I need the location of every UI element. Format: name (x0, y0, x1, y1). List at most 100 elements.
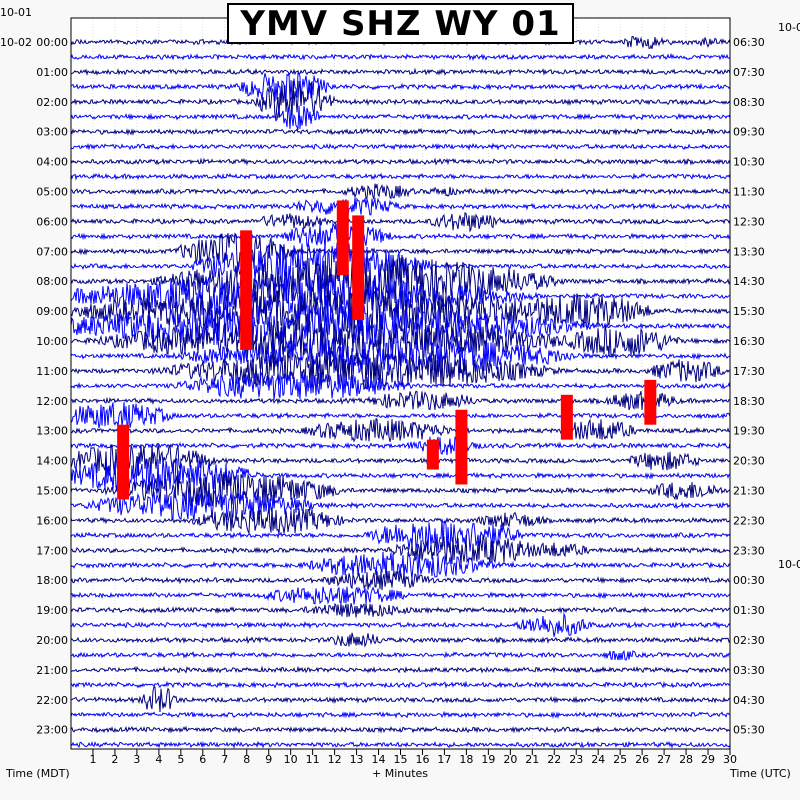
left-time-label: 11:00 (36, 365, 68, 378)
x-tick-label: 26 (635, 753, 649, 766)
right-time-label: 17:30 (733, 365, 765, 378)
right-time-label: 11:30 (733, 186, 765, 199)
x-tick-label: 19 (481, 753, 495, 766)
right-time-label: 19:30 (733, 425, 765, 438)
x-tick-label: 29 (701, 753, 715, 766)
seismic-trace (70, 602, 731, 618)
x-tick-label: 16 (415, 753, 429, 766)
seismic-trace (70, 402, 731, 429)
seismic-trace (70, 680, 731, 689)
left-time-label: 21:00 (36, 664, 68, 677)
left-time-label: 12:00 (36, 395, 68, 408)
right-time-label: 04:30 (733, 694, 765, 707)
right-time-label: 01:30 (733, 604, 765, 617)
seismic-trace (70, 257, 731, 306)
left-time-label: 23:00 (36, 724, 68, 737)
seismic-trace (70, 650, 731, 661)
left-time-label: 08:00 (36, 275, 68, 288)
left-time-label: 13:00 (36, 425, 68, 438)
clip-mark (560, 394, 573, 440)
seismic-trace (70, 274, 730, 318)
left-time-label: 15:00 (36, 485, 68, 498)
x-tick-label: 22 (547, 753, 561, 766)
seismic-trace (70, 551, 731, 579)
seismic-trace (70, 289, 731, 334)
right-time-label: 20:30 (733, 455, 765, 468)
seismic-trace (70, 105, 731, 130)
left-axis-label: Time (MDT) (5, 767, 70, 780)
seismic-trace (70, 535, 731, 565)
left-time-label: 00:00 (36, 36, 68, 49)
clip-mark (336, 200, 349, 276)
seismic-trace (70, 304, 731, 349)
x-axis-ticks: 1 2 3 4 5 6 7 8 9 10 11 12 13 14 15 16 17 18 19 20 21 22 23 24 2… (89, 749, 737, 766)
x-tick-label: 2 (111, 753, 118, 766)
seismic-trace (70, 710, 731, 719)
right-time-label: 13:30 (733, 245, 765, 258)
x-tick-label: 10 (284, 753, 298, 766)
left-time-label: 05:00 (36, 186, 68, 199)
clip-mark (240, 230, 253, 350)
seismic-trace (70, 740, 731, 749)
seismic-trace (70, 172, 731, 181)
seismic-trace (70, 318, 731, 363)
left-time-label: 16:00 (36, 514, 68, 527)
seismic-trace (70, 418, 731, 443)
seismic-trace (70, 725, 731, 734)
seismic-trace (70, 197, 731, 217)
right-time-labels: 06:30 07:30 08:30 09:30 10:30 11:30 12:30 13:30… (733, 36, 765, 737)
x-tick-label: 18 (459, 753, 473, 766)
left-time-label: 07:00 (36, 245, 68, 258)
x-tick-label: 13 (350, 753, 364, 766)
x-tick-label: 7 (221, 753, 228, 766)
left-time-label: 01:00 (36, 66, 68, 79)
right-time-label: 22:30 (733, 514, 765, 527)
x-tick-label: 21 (525, 753, 539, 766)
seismic-trace (70, 632, 731, 648)
date-labels: 10-01 10-02 10-0 10-0 (0, 6, 800, 571)
x-tick-label: 12 (328, 753, 342, 766)
seismic-trace (70, 686, 731, 713)
date-label: 10-02 (0, 36, 32, 49)
right-time-label: 05:30 (733, 724, 765, 737)
right-time-label: 06:30 (733, 36, 765, 49)
x-tick-label: 30 (723, 753, 737, 766)
left-time-label: 10:00 (36, 335, 68, 348)
right-time-label: 12:30 (733, 215, 765, 228)
x-tick-label: 3 (133, 753, 140, 766)
x-tick-label: 4 (155, 753, 162, 766)
clip-mark (352, 215, 365, 321)
right-time-label: 23:30 (733, 544, 765, 557)
right-time-label: 18:30 (733, 395, 765, 408)
seismic-trace (70, 222, 731, 250)
x-tick-label: 8 (243, 753, 250, 766)
date-label: 10-0 (778, 21, 800, 34)
clip-mark (644, 379, 657, 425)
left-time-label: 02:00 (36, 96, 68, 109)
x-tick-label: 23 (569, 753, 583, 766)
left-time-label: 04:00 (36, 156, 68, 169)
right-axis-label: Time (UTC) (729, 767, 791, 780)
grid (92, 18, 709, 749)
x-tick-label: 25 (613, 753, 627, 766)
seismic-trace (70, 232, 731, 270)
left-time-labels: 00:00 01:00 02:00 03:00 04:00 05:00 06:00 07:00… (36, 36, 68, 737)
seismic-trace (70, 127, 731, 136)
seismic-trace (70, 612, 731, 637)
seismic-trace (70, 665, 731, 674)
seismic-trace (70, 472, 731, 508)
x-tick-label: 5 (177, 753, 184, 766)
date-label: 10-01 (0, 6, 32, 19)
right-time-label: 03:30 (733, 664, 765, 677)
x-tick-label: 14 (372, 753, 386, 766)
seismic-trace (70, 351, 731, 391)
right-time-label: 16:30 (733, 335, 765, 348)
seismic-trace (70, 488, 731, 522)
right-time-label: 02:30 (733, 634, 765, 647)
x-tick-label: 6 (199, 753, 206, 766)
seismic-trace (70, 52, 731, 61)
x-tick-label: 17 (437, 753, 451, 766)
left-time-label: 09:00 (36, 305, 68, 318)
seismic-trace (70, 72, 731, 102)
